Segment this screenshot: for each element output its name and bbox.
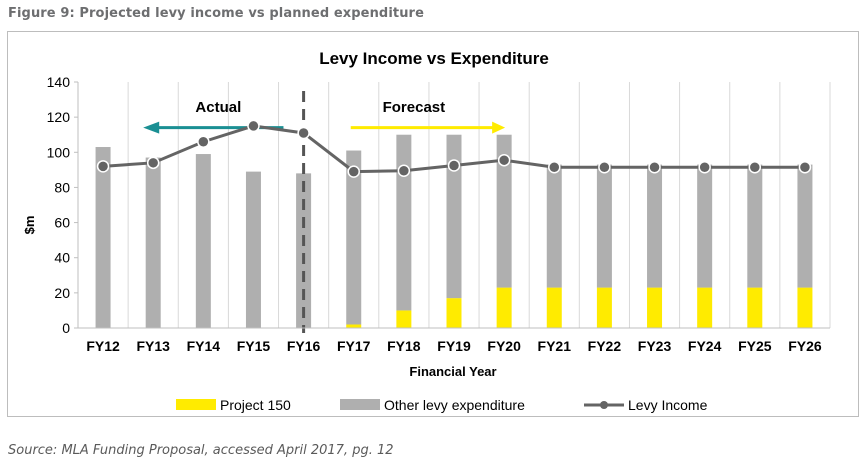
- levy-income-point: [798, 160, 812, 174]
- chart-title: Levy Income vs Expenditure: [319, 49, 549, 68]
- actual-label: Actual: [195, 99, 241, 116]
- legend-marker: [600, 401, 608, 409]
- legend-label: Project 150: [220, 397, 291, 413]
- bars-layer: [95, 134, 813, 328]
- legend-swatch: [340, 399, 380, 410]
- y-tick-label: 20: [54, 285, 70, 301]
- legend-swatch: [176, 399, 216, 410]
- grid-layer: [77, 82, 831, 328]
- bar-project-150: [747, 287, 763, 328]
- y-axis-title: $m: [22, 216, 37, 235]
- line-layer: [96, 119, 812, 178]
- y-tick-label: 80: [54, 179, 70, 195]
- bar-project-150: [697, 287, 713, 328]
- bar-other-levy-expenditure: [647, 164, 663, 288]
- bar-project-150: [446, 298, 462, 328]
- bar-other-levy-expenditure: [145, 157, 161, 328]
- x-tick-label: FY16: [287, 338, 321, 354]
- x-tick-label: FY15: [237, 338, 271, 354]
- x-tick-label: FY18: [387, 338, 421, 354]
- y-tick-label: 40: [54, 250, 70, 266]
- x-tick-label: FY23: [638, 338, 672, 354]
- x-tick-label: FY13: [136, 338, 170, 354]
- levy-income-point: [297, 126, 310, 140]
- bar-other-levy-expenditure: [546, 164, 562, 288]
- bar-other-levy-expenditure: [296, 173, 312, 328]
- x-tick-label: FY25: [738, 338, 772, 354]
- levy-income-point: [146, 156, 160, 170]
- x-tick-label: FY24: [688, 338, 722, 354]
- bar-project-150: [346, 324, 362, 328]
- bar-other-levy-expenditure: [195, 154, 211, 328]
- legend-item-project-150: Project 150: [176, 397, 291, 413]
- legend-item-levy-income: Levy Income: [584, 397, 708, 413]
- legend-label: Other levy expenditure: [384, 397, 525, 413]
- y-tick-label: 100: [47, 144, 71, 160]
- bar-project-150: [596, 287, 612, 328]
- x-tick-label: FY20: [487, 338, 521, 354]
- levy-income-point: [497, 153, 511, 167]
- y-tick-label: 60: [54, 215, 70, 231]
- x-axis-title: Financial Year: [409, 364, 496, 379]
- levy-income-point: [748, 160, 762, 174]
- x-tick-label: FY19: [437, 338, 471, 354]
- chart-frame: Levy Income vs Expenditure Actual Forecas…: [7, 31, 859, 417]
- chart-svg: Levy Income vs Expenditure Actual Forecas…: [22, 49, 831, 413]
- x-tick-label: FY22: [588, 338, 622, 354]
- x-tick-label: FY26: [788, 338, 822, 354]
- levy-income-point: [347, 165, 360, 178]
- bar-other-levy-expenditure: [245, 171, 261, 328]
- forecast-label: Forecast: [383, 99, 446, 116]
- x-tick-label: FY21: [538, 338, 572, 354]
- legend-item-other-levy-expenditure: Other levy expenditure: [340, 397, 525, 413]
- y-tick-label: 120: [47, 109, 71, 125]
- bar-other-levy-expenditure: [446, 134, 462, 299]
- bar-other-levy-expenditure: [797, 164, 813, 288]
- x-tick-label: FY17: [337, 338, 371, 354]
- bar-other-levy-expenditure: [697, 164, 713, 288]
- levy-income-point: [598, 160, 611, 174]
- forecast-arrow-head: [492, 121, 506, 134]
- bar-other-levy-expenditure: [747, 164, 763, 288]
- levy-income-point: [397, 164, 411, 177]
- levy-income-point: [197, 135, 210, 148]
- levy-income-point: [698, 160, 711, 174]
- actual-arrow-head: [143, 121, 160, 134]
- y-tick-label: 140: [47, 74, 71, 90]
- levy-income-point: [548, 160, 561, 174]
- bar-other-levy-expenditure: [496, 134, 512, 288]
- bar-other-levy-expenditure: [346, 150, 362, 325]
- bar-other-levy-expenditure: [596, 164, 612, 288]
- axis-layer: 0 20 40 60 80 100 120 140 FY12 FY13 FY14 FY15 FY16 FY…: [47, 74, 830, 354]
- x-tick-label: FY12: [86, 338, 120, 354]
- figure-caption: Figure 9: Projected levy income vs plann…: [8, 6, 424, 21]
- bar-other-levy-expenditure: [396, 134, 412, 311]
- levy-income-point: [447, 159, 461, 172]
- levy-income-point: [648, 160, 661, 174]
- levy-income-point: [96, 160, 110, 173]
- bar-project-150: [546, 287, 562, 328]
- levy-income-point: [247, 119, 260, 133]
- legend-label: Levy Income: [628, 397, 708, 413]
- legend: Project 150 Other levy expenditure Levy In…: [176, 397, 708, 413]
- y-tick-label: 0: [62, 320, 70, 336]
- x-tick-label: FY14: [187, 338, 221, 354]
- bar-project-150: [647, 287, 663, 328]
- bar-project-150: [797, 287, 813, 328]
- source-note: Source: MLA Funding Proposal, accessed A…: [8, 443, 394, 458]
- bar-project-150: [396, 310, 412, 328]
- bar-project-150: [496, 287, 512, 328]
- bar-other-levy-expenditure: [95, 147, 111, 328]
